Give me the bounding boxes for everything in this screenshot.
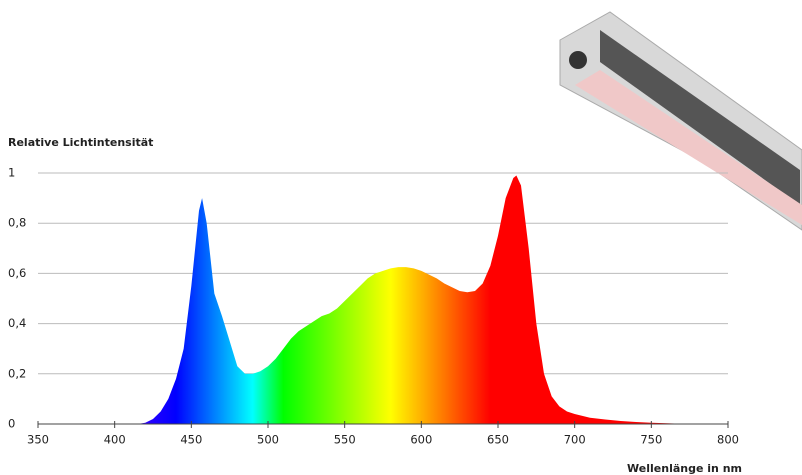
x-axis-label: Wellenlänge in nm (627, 462, 742, 475)
x-tick-label: 650 (487, 433, 509, 447)
x-tick-label: 350 (27, 433, 49, 447)
x-tick-label: 550 (334, 433, 356, 447)
y-tick-label: 0,4 (8, 316, 26, 330)
spectrum-area (137, 175, 698, 424)
y-tick-label: 0,2 (8, 366, 26, 380)
x-tick-label: 700 (564, 433, 586, 447)
x-tick-label: 450 (180, 433, 202, 447)
y-tick-label: 1 (8, 166, 15, 180)
lamp-image (559, 11, 802, 231)
x-tick-label: 800 (717, 433, 739, 447)
y-tick-label: 0 (8, 417, 15, 431)
chart-title: Relative Lichtintensität (8, 136, 153, 149)
x-tick-label: 600 (410, 433, 432, 447)
y-tick-label: 0,8 (8, 216, 26, 230)
x-tick-label: 400 (104, 433, 126, 447)
x-tick-label: 750 (640, 433, 662, 447)
x-tick-label: 500 (257, 433, 279, 447)
y-tick-label: 0,6 (8, 266, 26, 280)
